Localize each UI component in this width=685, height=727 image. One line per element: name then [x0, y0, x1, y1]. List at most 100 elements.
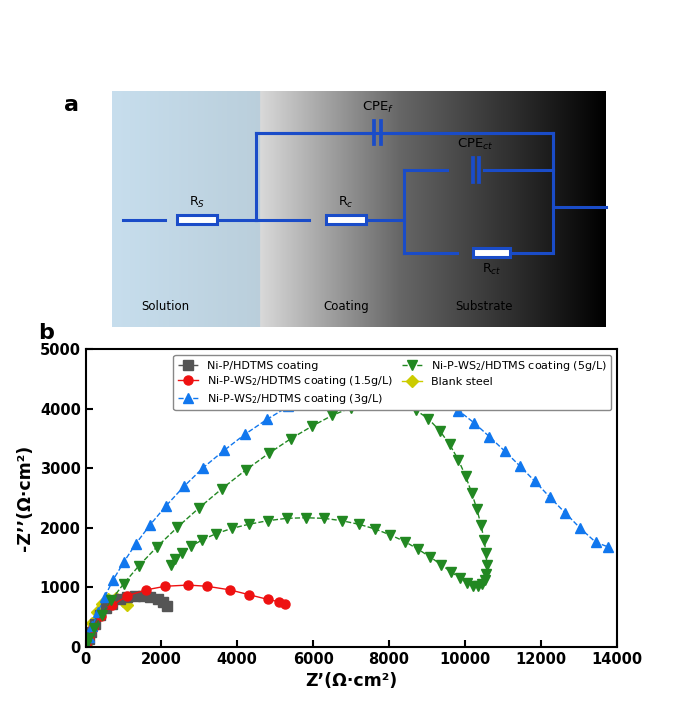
Blank steel: [98, 600, 106, 608]
Ni-P-WS$_2$/HDTMS coating (3g/L): [284, 402, 292, 411]
Ni-P-WS$_2$/HDTMS coating (3g/L): [576, 524, 584, 533]
Line: Ni-P-WS$_2$/HDTMS coating (3g/L): Ni-P-WS$_2$/HDTMS coating (3g/L): [82, 374, 612, 649]
Ni-P-WS$_2$/HDTMS coating (1.5g/L): [184, 581, 192, 590]
Ni-P-WS$_2$/HDTMS coating (3g/L): [94, 608, 102, 616]
Text: R$_c$: R$_c$: [338, 195, 353, 210]
Ni-P-WS$_2$/HDTMS coating (5g/L): [382, 397, 390, 406]
Blank steel: [123, 601, 132, 610]
Ni-P/HDTMS coating: [84, 635, 92, 643]
Text: Substrate: Substrate: [455, 300, 512, 313]
Blank steel: [84, 635, 92, 643]
Ni-P-WS$_2$/HDTMS coating (3g/L): [101, 593, 109, 601]
Ni-P/HDTMS coating: [108, 599, 116, 608]
Ni-P-WS$_2$/HDTMS coating (1.5g/L): [245, 590, 253, 599]
Ni-P-WS$_2$/HDTMS coating (1.5g/L): [108, 601, 116, 610]
Ni-P-WS$_2$/HDTMS coating (1.5g/L): [203, 582, 211, 590]
Blank steel: [119, 596, 127, 605]
Ni-P/HDTMS coating: [101, 604, 110, 613]
Ni-P-WS$_2$/HDTMS coating (3g/L): [592, 538, 600, 547]
Ni-P-WS$_2$/HDTMS coating (3g/L): [263, 415, 271, 424]
Blank steel: [104, 595, 112, 603]
Ni-P-WS$_2$/HDTMS coating (5g/L): [218, 484, 226, 493]
Text: Coating: Coating: [323, 300, 369, 313]
Line: Ni-P-WS$_2$/HDTMS coating (1.5g/L): Ni-P-WS$_2$/HDTMS coating (1.5g/L): [82, 581, 289, 649]
Ni-P-WS$_2$/HDTMS coating (3g/L): [241, 430, 249, 438]
Legend: Ni-P/HDTMS coating, Ni-P-WS$_2$/HDTMS coating (1.5g/L), Ni-P-WS$_2$/HDTMS coatin: Ni-P/HDTMS coating, Ni-P-WS$_2$/HDTMS co…: [173, 355, 611, 410]
Ni-P-WS$_2$/HDTMS coating (3g/L): [454, 406, 462, 415]
Text: R$_{ct}$: R$_{ct}$: [482, 262, 501, 278]
Ni-P/HDTMS coating: [116, 595, 124, 603]
Ni-P-WS$_2$/HDTMS coating (5g/L): [412, 406, 420, 414]
Text: CPE$_{ct}$: CPE$_{ct}$: [458, 137, 494, 152]
Ni-P-WS$_2$/HDTMS coating (1.5g/L): [161, 582, 169, 590]
Ni-P-WS$_2$/HDTMS coating (3g/L): [220, 446, 228, 455]
Ni-P-WS$_2$/HDTMS coating (3g/L): [604, 542, 612, 551]
Ni-P-WS$_2$/HDTMS coating (3g/L): [132, 539, 140, 548]
Ni-P/HDTMS coating: [91, 619, 99, 628]
Ni-P-WS$_2$/HDTMS coating (3g/L): [546, 493, 554, 502]
Ni-P-WS$_2$/HDTMS coating (1.5g/L): [142, 585, 151, 594]
Ni-P/HDTMS coating: [146, 593, 154, 601]
Blank steel: [92, 608, 101, 616]
Blank steel: [82, 642, 90, 651]
X-axis label: Z’(Ω·cm²): Z’(Ω·cm²): [305, 672, 397, 691]
Ni-P-WS$_2$/HDTMS coating (1.5g/L): [82, 640, 90, 649]
Line: Blank steel: Blank steel: [82, 593, 132, 651]
Bar: [177, 215, 217, 224]
Ni-P-WS$_2$/HDTMS coating (3g/L): [385, 375, 393, 384]
Ni-P-WS$_2$/HDTMS coating (3g/L): [516, 462, 524, 470]
Ni-P-WS$_2$/HDTMS coating (3g/L): [162, 502, 170, 510]
Bar: [326, 215, 366, 224]
Ni-P-WS$_2$/HDTMS coating (3g/L): [403, 379, 411, 388]
Ni-P/HDTMS coating: [82, 640, 90, 649]
Blank steel: [86, 628, 94, 637]
Y-axis label: -Z’’(Ω·cm²): -Z’’(Ω·cm²): [16, 445, 34, 551]
Ni-P-WS$_2$/HDTMS coating (5g/L): [456, 574, 464, 582]
Ni-P/HDTMS coating: [96, 611, 104, 620]
Ni-P-WS$_2$/HDTMS coating (3g/L): [438, 395, 446, 404]
Ni-P-WS$_2$/HDTMS coating (1.5g/L): [84, 634, 92, 643]
Ni-P-WS$_2$/HDTMS coating (3g/L): [326, 382, 334, 391]
Ni-P/HDTMS coating: [123, 593, 132, 601]
Ni-P-WS$_2$/HDTMS coating (3g/L): [531, 477, 539, 486]
Blank steel: [82, 640, 90, 648]
Ni-P-WS$_2$/HDTMS coating (1.5g/L): [123, 592, 132, 601]
Ni-P-WS$_2$/HDTMS coating (3g/L): [501, 446, 509, 455]
Ni-P-WS$_2$/HDTMS coating (3g/L): [561, 509, 569, 518]
Text: CPE$_f$: CPE$_f$: [362, 100, 394, 115]
Ni-P-WS$_2$/HDTMS coating (3g/L): [84, 633, 92, 642]
Blank steel: [88, 618, 97, 627]
Ni-P-WS$_2$/HDTMS coating (1.5g/L): [264, 595, 272, 603]
Ni-P-WS$_2$/HDTMS coating (3g/L): [119, 558, 127, 567]
Ni-P/HDTMS coating: [138, 592, 147, 601]
Ni-P-WS$_2$/HDTMS coating (3g/L): [109, 576, 117, 585]
Ni-P-WS$_2$/HDTMS coating (1.5g/L): [275, 598, 283, 606]
Ni-P-WS$_2$/HDTMS coating (1.5g/L): [97, 611, 105, 620]
Ni-P-WS$_2$/HDTMS coating (3g/L): [470, 419, 478, 427]
Ni-P-WS$_2$/HDTMS coating (1.5g/L): [89, 624, 97, 632]
Ni-P/HDTMS coating: [159, 598, 167, 607]
Ni-P-WS$_2$/HDTMS coating (3g/L): [366, 374, 374, 383]
Text: R$_S$: R$_S$: [189, 195, 205, 210]
Ni-P-WS$_2$/HDTMS coating (3g/L): [306, 391, 314, 400]
Ni-P/HDTMS coating: [131, 592, 139, 601]
Ni-P/HDTMS coating: [87, 628, 95, 637]
Ni-P-WS$_2$/HDTMS coating (1.5g/L): [281, 599, 289, 608]
Ni-P-WS$_2$/HDTMS coating (3g/L): [180, 482, 188, 491]
Ni-P-WS$_2$/HDTMS coating (5g/L): [82, 640, 90, 649]
Bar: [473, 248, 510, 257]
Ni-P-WS$_2$/HDTMS coating (5g/L): [167, 561, 175, 569]
Blank steel: [112, 593, 120, 602]
Ni-P-WS$_2$/HDTMS coating (5g/L): [365, 398, 373, 407]
Ni-P/HDTMS coating: [163, 601, 171, 610]
Text: b: b: [38, 324, 53, 343]
Text: a: a: [64, 95, 79, 115]
Ni-P/HDTMS coating: [153, 595, 162, 603]
Line: Ni-P-WS$_2$/HDTMS coating (5g/L): Ni-P-WS$_2$/HDTMS coating (5g/L): [82, 397, 491, 649]
Ni-P-WS$_2$/HDTMS coating (5g/L): [328, 411, 336, 419]
Ni-P-WS$_2$/HDTMS coating (3g/L): [346, 377, 354, 385]
Line: Ni-P/HDTMS coating: Ni-P/HDTMS coating: [82, 591, 172, 649]
Ni-P-WS$_2$/HDTMS coating (3g/L): [486, 433, 494, 441]
Ni-P-WS$_2$/HDTMS coating (1.5g/L): [225, 585, 234, 594]
Ni-P-WS$_2$/HDTMS coating (3g/L): [199, 463, 208, 472]
